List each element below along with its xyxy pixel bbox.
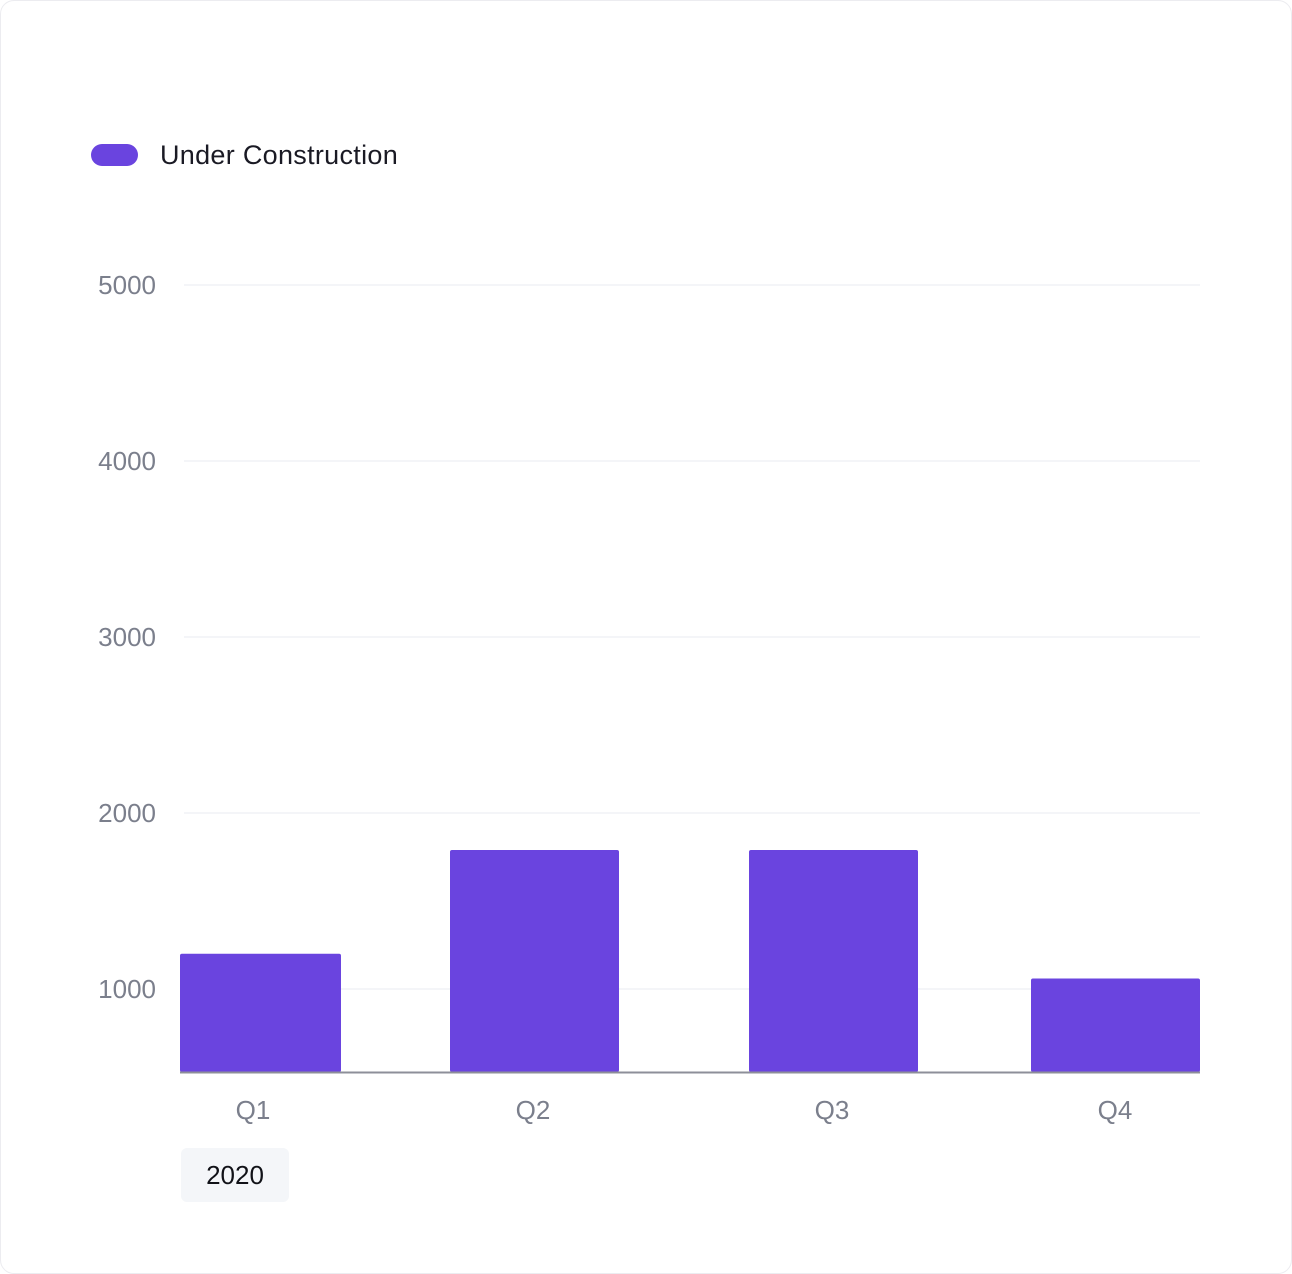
bar-q2[interactable]: [450, 849, 619, 1072]
legend: Under Construction: [91, 137, 398, 173]
grid-lines: [184, 284, 1200, 990]
y-tick-label: 2000: [98, 798, 156, 828]
y-tick-label: 4000: [98, 446, 156, 476]
period-chip: 2020: [181, 1148, 289, 1202]
y-axis-ticks: 1000 2000 3000 4000 5000: [98, 270, 156, 1004]
legend-swatch-under-construction: [91, 144, 138, 166]
legend-label: Under Construction: [160, 139, 399, 170]
x-tick-label-q3: Q3: [815, 1095, 850, 1125]
y-tick-label: 1000: [98, 974, 156, 1004]
bar-q1[interactable]: [180, 953, 341, 1072]
x-tick-label-q1: Q1: [236, 1095, 271, 1125]
x-tick-label-q2: Q2: [516, 1095, 551, 1125]
bar-q4[interactable]: [1031, 978, 1200, 1072]
x-axis-ticks: Q1 Q2 Q3 Q4: [236, 1095, 1133, 1125]
y-tick-label: 3000: [98, 622, 156, 652]
y-tick-label: 5000: [98, 270, 156, 300]
x-tick-label-q4: Q4: [1098, 1095, 1133, 1125]
bars: [180, 849, 1200, 1072]
bar-q3[interactable]: [749, 849, 918, 1072]
